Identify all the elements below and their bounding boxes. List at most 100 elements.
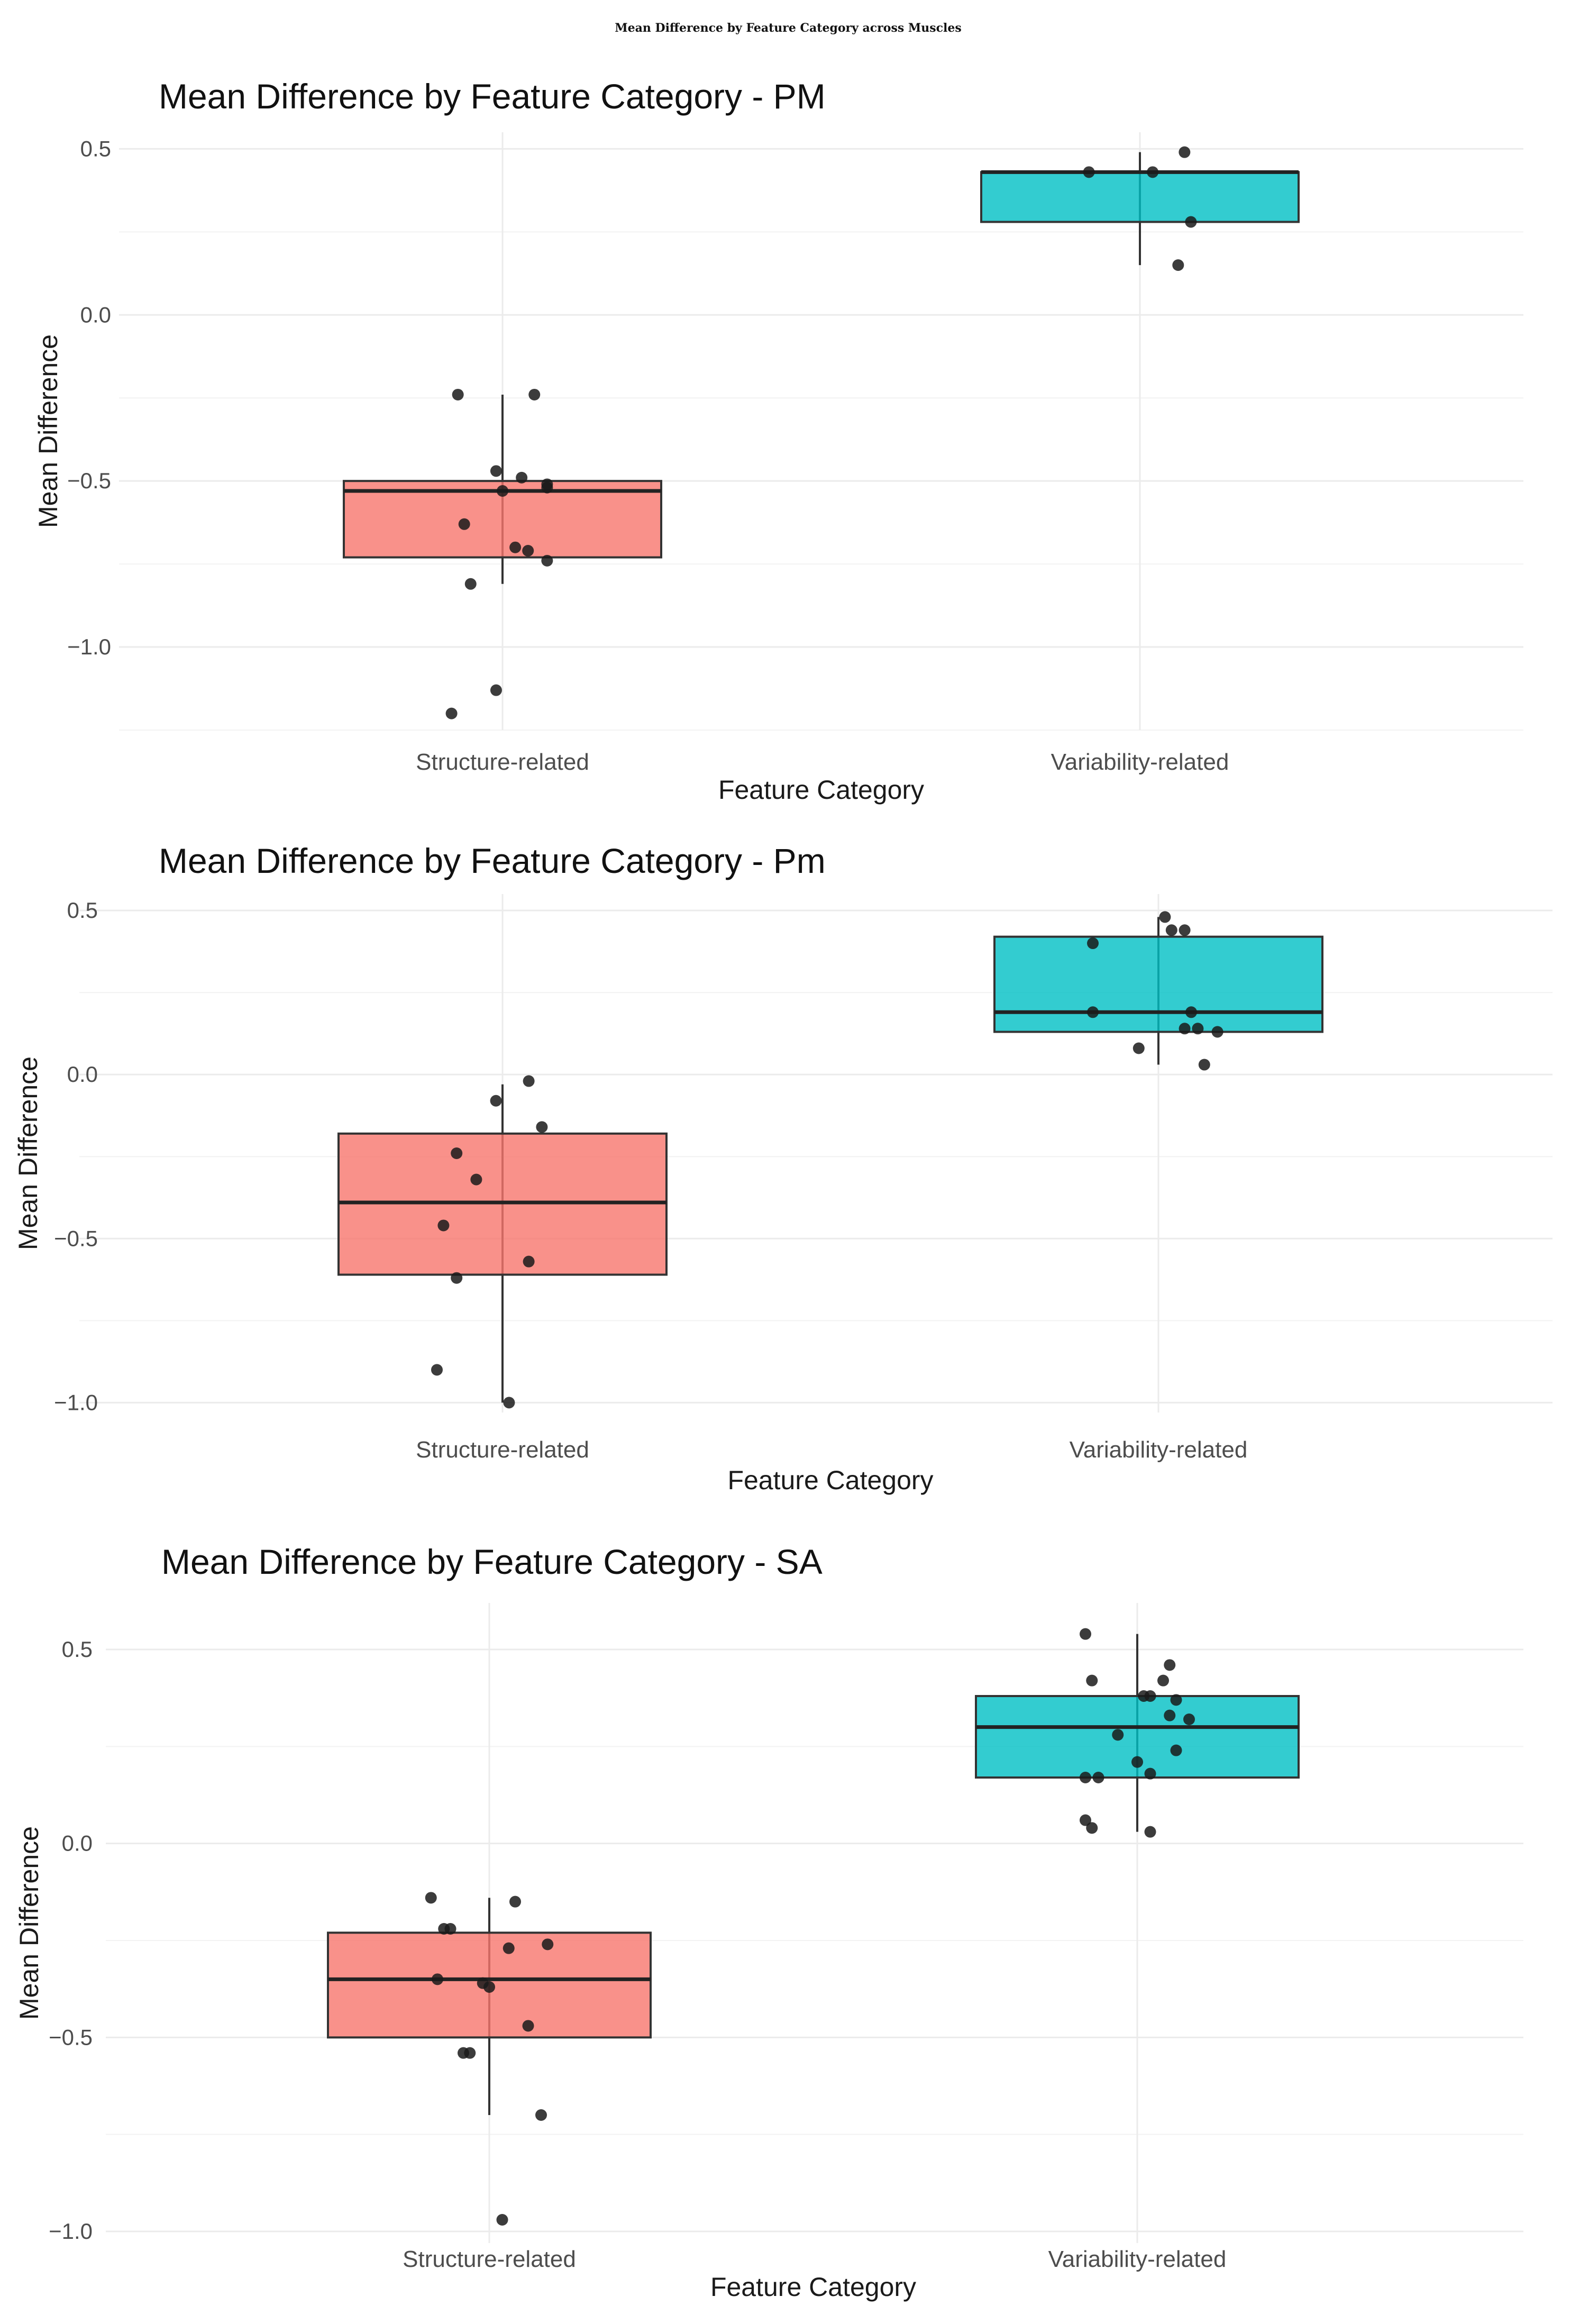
y-tick-label: −1.0 <box>54 1390 98 1415</box>
data-point <box>1144 1826 1156 1838</box>
data-point <box>1087 1006 1099 1018</box>
data-point <box>1179 924 1191 936</box>
data-point <box>1086 1674 1098 1687</box>
y-tick-label: 0.0 <box>62 1831 93 1856</box>
y-tick-label: −0.5 <box>54 1226 98 1251</box>
x-tick-label: Structure-related <box>416 749 589 775</box>
data-point <box>542 1938 554 1951</box>
data-point <box>522 545 534 557</box>
data-point <box>445 707 458 719</box>
data-point <box>431 1364 443 1376</box>
data-point <box>432 1973 443 1985</box>
panel-title: Mean Difference by Feature Category - Pm <box>159 841 826 880</box>
data-point <box>437 1219 450 1232</box>
data-point <box>1164 1659 1176 1671</box>
panel-title: Mean Difference by Feature Category - PM <box>159 77 826 116</box>
box-variability-related <box>980 146 1300 271</box>
data-point <box>425 1892 437 1904</box>
panel-2: 0.5 0.0 −0.5 −1.0 Structure-related Variabili… <box>13 841 1553 1495</box>
data-point <box>1144 1690 1156 1702</box>
data-point <box>1172 259 1184 271</box>
data-point <box>490 1095 502 1107</box>
y-tick-label: 0.0 <box>67 1062 98 1087</box>
x-axis-label: Feature Category <box>718 775 924 805</box>
data-point <box>1144 1767 1156 1780</box>
y-tick-label: 0.5 <box>80 136 111 161</box>
data-point <box>509 541 522 553</box>
x-tick-label: Variability-related <box>1048 2246 1227 2272</box>
x-tick-label: Structure-related <box>416 1437 589 1463</box>
y-tick-label: −1.0 <box>67 634 111 659</box>
data-point <box>1198 1059 1210 1071</box>
x-tick-label: Variability-related <box>1051 749 1229 775</box>
data-point <box>464 578 477 590</box>
y-tick-label: 0.5 <box>67 898 98 923</box>
data-point <box>1159 911 1171 923</box>
data-point <box>535 2109 547 2121</box>
box-variability-related <box>975 1628 1300 1838</box>
figure-title: Mean Difference by Feature Category acro… <box>615 21 962 35</box>
data-point <box>483 1981 495 1993</box>
data-point <box>1087 937 1099 950</box>
data-point <box>1086 1822 1098 1834</box>
data-point <box>1165 924 1177 936</box>
data-point <box>451 1147 463 1159</box>
data-point <box>1170 1744 1182 1756</box>
data-point <box>528 388 541 400</box>
data-point <box>1157 1674 1169 1687</box>
data-point <box>1192 1023 1204 1035</box>
data-point <box>523 1075 535 1087</box>
data-point <box>1179 1023 1191 1035</box>
data-point <box>1211 1026 1223 1038</box>
data-point <box>1164 1709 1176 1721</box>
box-structure-related <box>343 388 662 719</box>
data-point <box>497 485 508 497</box>
y-tick-label: −1.0 <box>49 2219 93 2244</box>
data-point <box>541 554 553 567</box>
y-tick-label: −0.5 <box>49 2025 93 2049</box>
panel-1: 0.5 0.0 −0.5 −1.0 Structure-related Variabili… <box>33 77 1523 805</box>
data-point <box>444 1923 456 1935</box>
x-tick-label: Structure-related <box>403 2246 576 2272</box>
data-point <box>490 465 502 477</box>
data-point <box>1133 1042 1145 1054</box>
box-iqr <box>993 935 1323 1033</box>
data-point <box>1183 1714 1195 1725</box>
x-axis-label: Feature Category <box>727 1465 933 1495</box>
data-point <box>522 2020 534 2032</box>
data-point <box>1131 1756 1143 1768</box>
data-point <box>1112 1729 1124 1741</box>
data-point <box>1083 166 1095 178</box>
panel-3: 0.5 0.0 −0.5 −1.0 Structure-related Variabili… <box>14 1542 1523 2302</box>
data-point <box>1185 216 1197 228</box>
data-point <box>1080 1814 1091 1826</box>
y-tick-label: 0.5 <box>62 1637 93 1662</box>
data-point <box>496 2214 508 2226</box>
data-point <box>536 1121 548 1133</box>
data-point <box>516 471 528 484</box>
data-point <box>452 388 464 400</box>
panel-title: Mean Difference by Feature Category - SA <box>161 1542 823 1581</box>
data-point <box>451 1272 463 1284</box>
y-axis-label: Mean Difference <box>13 1056 43 1250</box>
data-point <box>1170 1694 1182 1706</box>
data-point <box>1080 1628 1091 1640</box>
data-point <box>541 481 553 494</box>
data-point <box>464 2047 476 2059</box>
box-structure-related <box>327 1892 652 2226</box>
y-axis-label: Mean Difference <box>14 1826 44 2020</box>
data-point <box>1080 1772 1091 1783</box>
data-point <box>503 1942 515 1954</box>
data-point <box>490 684 502 696</box>
box-iqr <box>980 171 1300 223</box>
data-point <box>1092 1772 1104 1783</box>
data-point <box>523 1255 535 1268</box>
data-point <box>1179 146 1191 158</box>
x-tick-label: Variability-related <box>1070 1437 1248 1463</box>
data-point <box>1147 166 1159 178</box>
data-point <box>458 518 470 530</box>
x-axis-label: Feature Category <box>710 2272 916 2302</box>
data-point <box>509 1895 521 1908</box>
